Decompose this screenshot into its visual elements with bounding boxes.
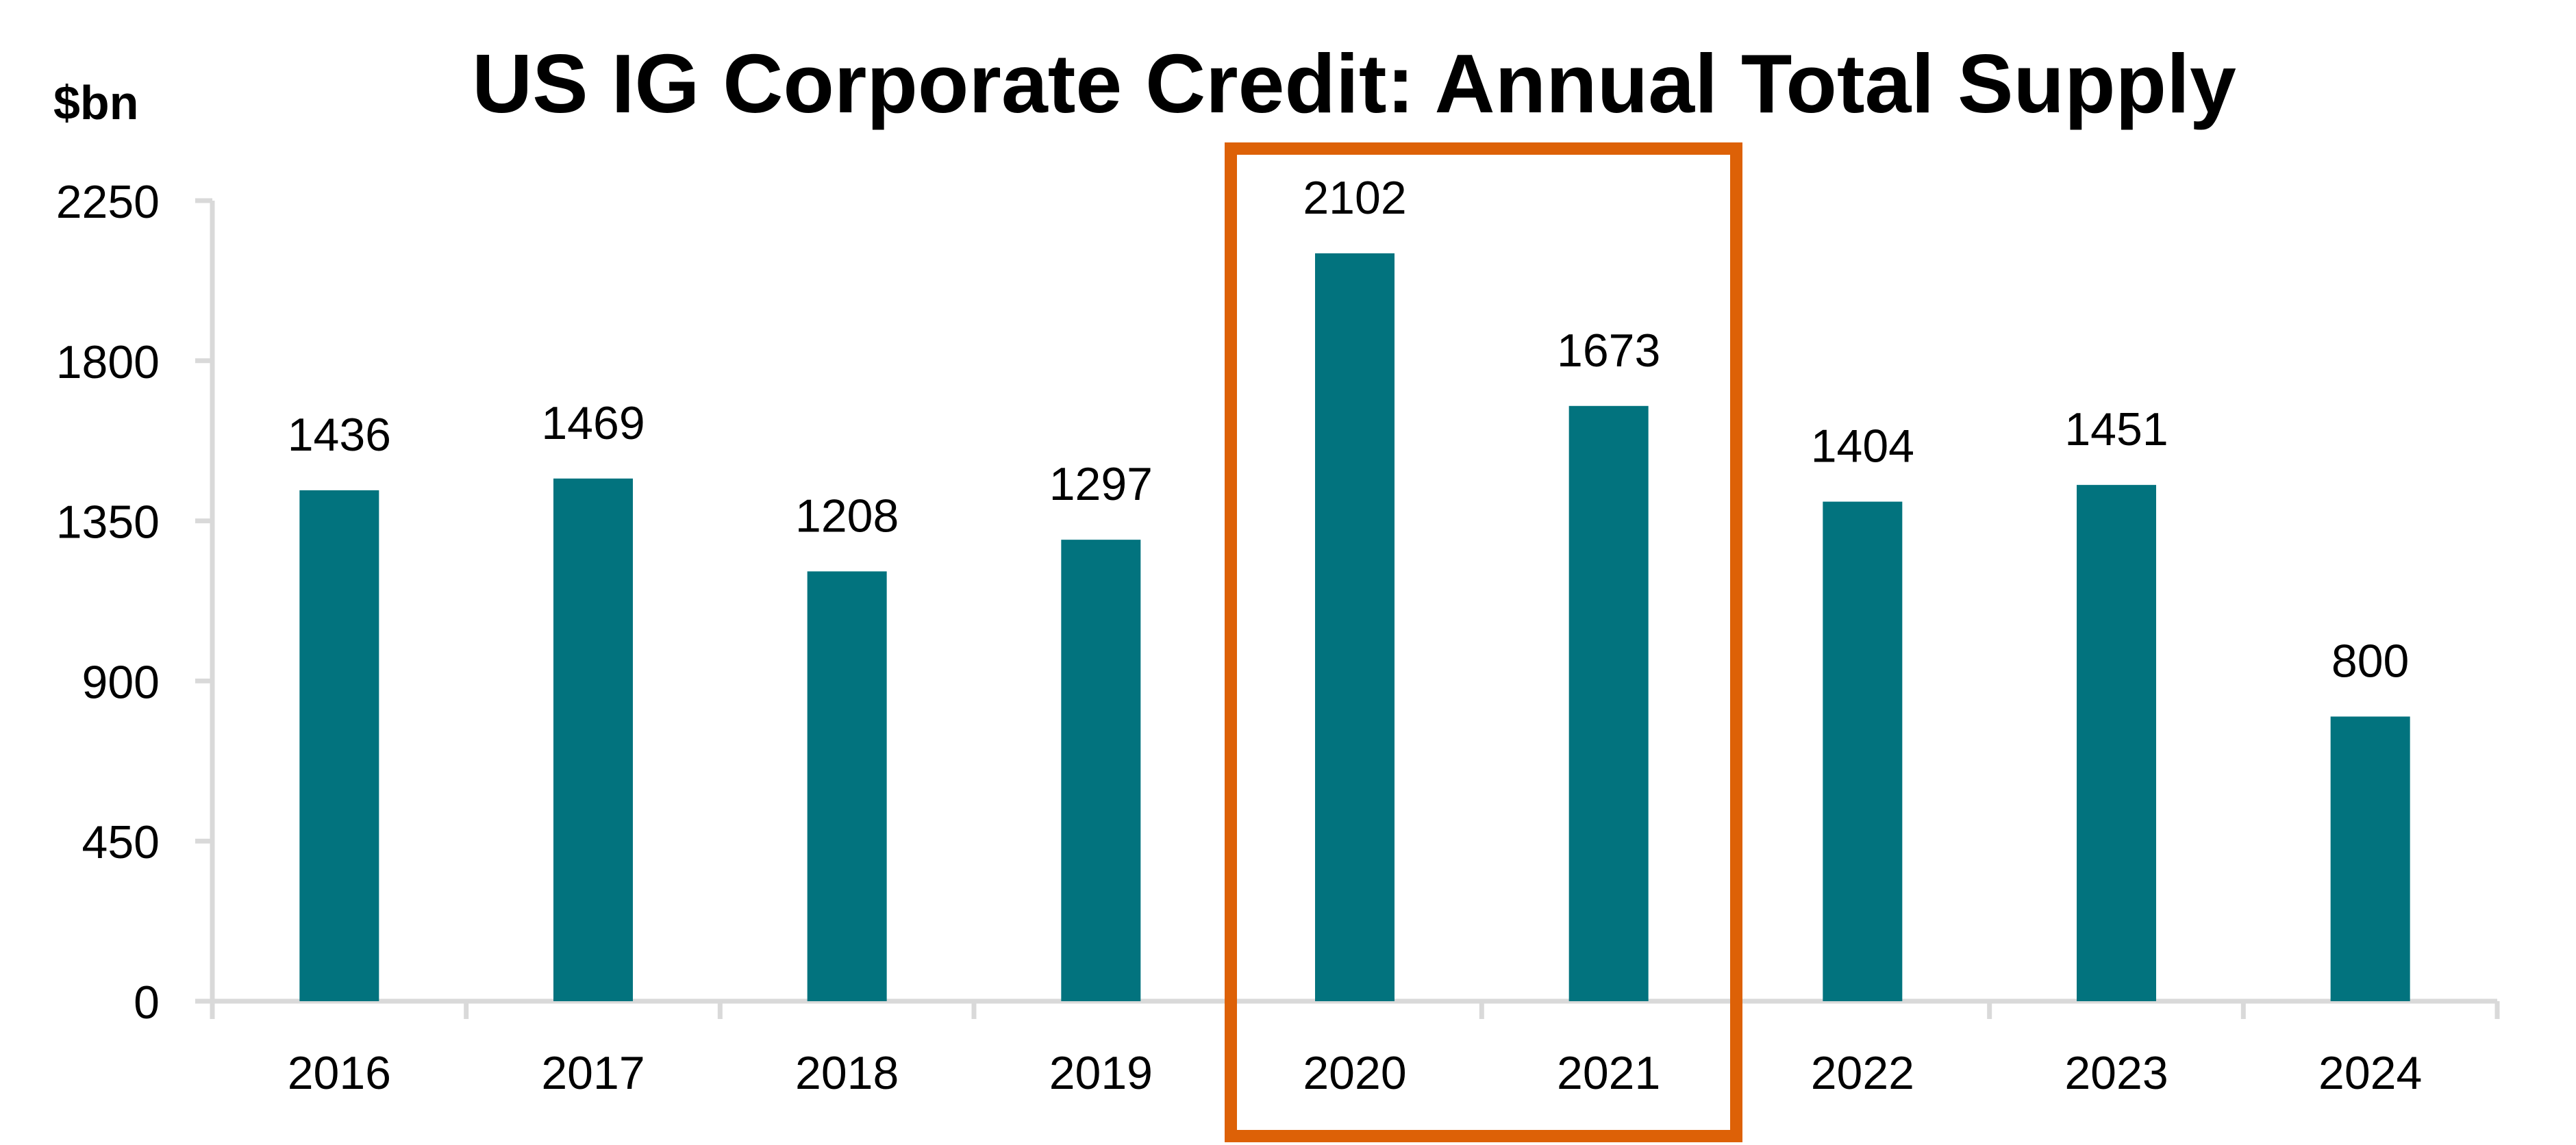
x-tick-label: 2024	[2318, 1047, 2422, 1099]
x-tick-label: 2022	[1811, 1047, 1914, 1099]
bar	[299, 490, 379, 1001]
bar	[1315, 253, 1395, 1001]
bar	[1568, 405, 1649, 1001]
data-label: 1208	[795, 490, 899, 542]
y-tick-labels: 0 450 900 1350 1800 2250	[56, 176, 160, 1029]
bar	[553, 478, 633, 1001]
x-tick-label: 2016	[288, 1047, 391, 1099]
y-tick-label: 450	[82, 816, 160, 868]
x-tick-label: 2020	[1303, 1047, 1406, 1099]
x-tick-label: 2021	[1557, 1047, 1660, 1099]
data-label: 800	[2331, 635, 2409, 687]
data-label: 1673	[1557, 325, 1660, 377]
chart-title: US IG Corporate Credit: Annual Total Sup…	[472, 37, 2236, 130]
bar	[1823, 501, 1903, 1001]
bar	[2330, 716, 2410, 1001]
bar	[807, 571, 887, 1001]
data-label: 1297	[1049, 458, 1153, 510]
x-tick-label: 2019	[1049, 1047, 1153, 1099]
y-tick-label: 1800	[56, 336, 160, 388]
x-tick-label: 2023	[2064, 1047, 2168, 1099]
data-label: 1469	[541, 397, 645, 449]
bar	[1061, 540, 1141, 1001]
data-label: 1436	[288, 409, 391, 461]
bars	[299, 253, 2410, 1001]
x-tick-labels: 2016 2017 2018 2019 2020 2021 2022 2023 2024	[288, 1047, 2423, 1099]
y-axis-unit-label: $bn	[53, 76, 138, 129]
data-label: 1404	[1811, 420, 1914, 473]
y-tick-label: 0	[134, 977, 160, 1029]
data-labels: 1436 1469 1208 1297 2102 1673 1404 1451 800	[288, 172, 2410, 687]
data-label: 1451	[2064, 403, 2168, 455]
bar	[2077, 485, 2156, 1001]
x-tick-label: 2017	[541, 1047, 645, 1099]
x-tick-label: 2018	[795, 1047, 899, 1099]
data-label: 2102	[1303, 172, 1406, 224]
highlight-box	[1225, 142, 1742, 1142]
y-tick-label: 2250	[56, 176, 160, 228]
y-tick-label: 900	[82, 656, 160, 708]
y-tick-label: 1350	[56, 496, 160, 549]
